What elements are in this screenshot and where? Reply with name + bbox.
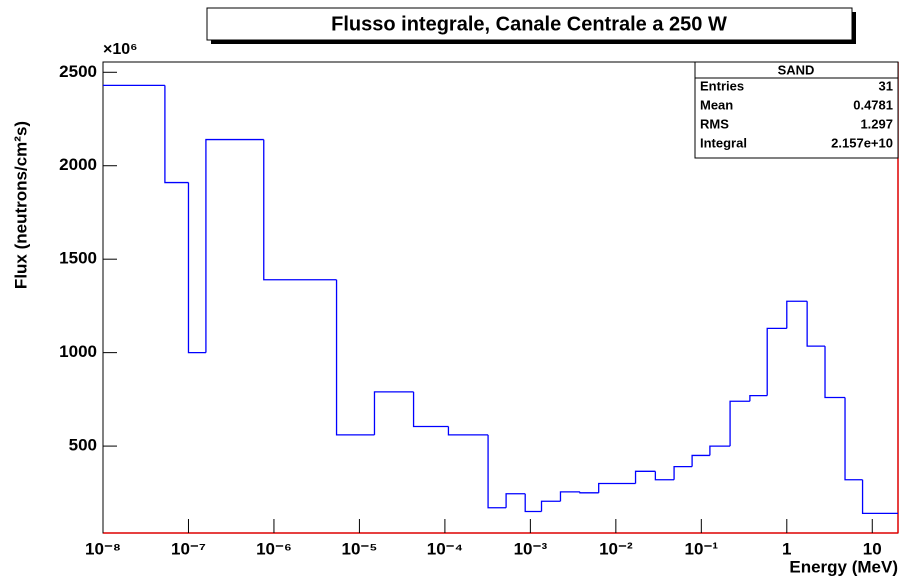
stats-value: 2.157e+10 xyxy=(831,135,893,150)
stats-key: Entries xyxy=(700,78,744,93)
x-tick-label: 10⁻⁸ xyxy=(85,539,121,558)
histogram-bin xyxy=(335,279,375,436)
histogram-bin xyxy=(373,391,414,435)
y-tick-label: 2000 xyxy=(59,155,97,174)
histogram-bin xyxy=(579,491,599,494)
histogram-bin xyxy=(540,500,561,512)
y-tick-label: 500 xyxy=(69,436,97,455)
histogram-bin xyxy=(263,139,337,281)
stats-key: RMS xyxy=(700,116,729,131)
histogram-bin xyxy=(709,445,731,456)
x-tick-label: 10⁻³ xyxy=(514,539,548,558)
histogram-bin xyxy=(844,397,863,481)
x-tick-label: 10⁻² xyxy=(599,539,633,558)
histogram-bin xyxy=(786,300,808,329)
histogram-bin xyxy=(164,85,189,184)
histogram-bin xyxy=(634,470,656,484)
x-tick-label: 10 xyxy=(863,539,882,558)
histogram-bin xyxy=(824,346,846,399)
histogram-bin xyxy=(691,454,710,467)
histogram-bin xyxy=(673,465,693,480)
histogram-bin xyxy=(766,327,787,396)
y-tick-label: 2500 xyxy=(59,62,97,81)
histogram-bin xyxy=(505,493,526,508)
histogram-bin xyxy=(447,426,489,436)
histogram-bin xyxy=(187,182,206,354)
stats-value: 1.297 xyxy=(860,116,893,131)
stats-value: 31 xyxy=(879,78,893,93)
title-box xyxy=(206,7,853,41)
histogram-bin xyxy=(749,394,768,402)
x-tick-label: 10⁻⁴ xyxy=(427,539,463,558)
histogram-bin xyxy=(598,482,636,493)
y-multiplier: ×10⁶ xyxy=(103,41,138,58)
histogram-bin xyxy=(412,391,449,428)
histogram-bin xyxy=(861,479,898,515)
histogram-bin xyxy=(559,491,580,502)
y-tick-label: 1500 xyxy=(59,249,97,268)
histogram-bin xyxy=(654,471,675,481)
stats-key: Mean xyxy=(700,97,733,112)
y-axis-label: Flux (neutrons/cm²s) xyxy=(11,121,30,289)
y-tick-label: 1000 xyxy=(59,342,97,361)
stats-title: SAND xyxy=(778,62,815,77)
histogram-bin xyxy=(524,493,542,513)
stats-value: 0.4781 xyxy=(853,97,893,112)
histogram-bin xyxy=(806,301,826,347)
histogram-bin xyxy=(729,400,750,447)
stats-key: Integral xyxy=(700,135,747,150)
x-tick-label: 1 xyxy=(782,539,791,558)
x-axis-label: Energy (MeV) xyxy=(789,557,898,576)
x-tick-label: 10⁻⁵ xyxy=(341,539,377,558)
x-tick-label: 10⁻⁶ xyxy=(256,539,292,558)
histogram-bin xyxy=(205,138,264,353)
x-tick-label: 10⁻¹ xyxy=(685,539,719,558)
chart-title: Flusso integrale, Canale Centrale a 250 … xyxy=(331,13,727,35)
x-tick-label: 10⁻⁷ xyxy=(171,539,206,558)
histogram-bin xyxy=(487,434,507,509)
